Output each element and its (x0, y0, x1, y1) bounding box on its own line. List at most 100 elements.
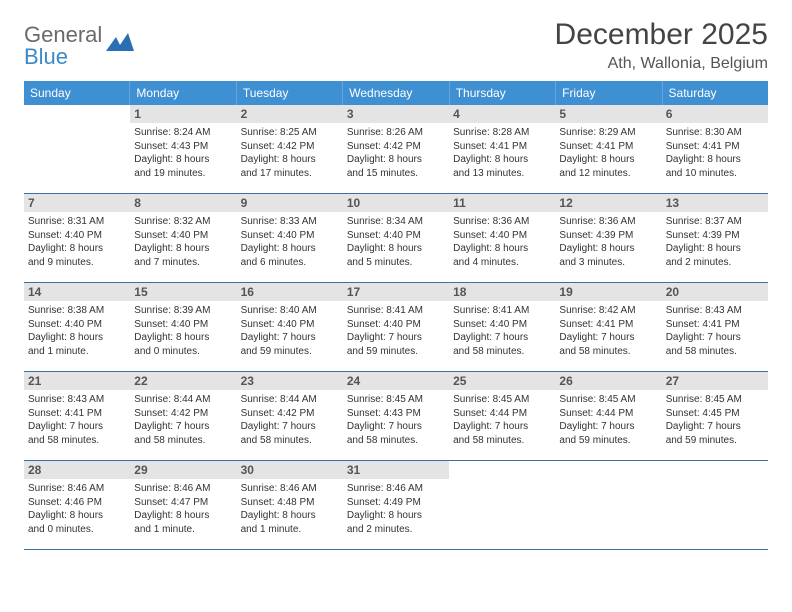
location-subtitle: Ath, Wallonia, Belgium (555, 55, 768, 73)
day-number: 18 (449, 283, 555, 301)
day-header: Friday (556, 81, 662, 105)
sunrise-line: Sunrise: 8:37 AM (666, 215, 764, 229)
day-cell: 15Sunrise: 8:39 AMSunset: 4:40 PMDayligh… (130, 283, 236, 371)
daylight-line2: and 59 minutes. (241, 345, 339, 359)
sunrise-line: Sunrise: 8:30 AM (666, 126, 764, 140)
day-number: 24 (343, 372, 449, 390)
logo: General Blue (24, 18, 134, 68)
daylight-line2: and 58 minutes. (453, 434, 551, 448)
day-number: 8 (130, 194, 236, 212)
daylight-line2: and 5 minutes. (347, 256, 445, 270)
sunset-line: Sunset: 4:40 PM (241, 318, 339, 332)
day-number: 31 (343, 461, 449, 479)
sunset-line: Sunset: 4:40 PM (347, 318, 445, 332)
day-cell: 27Sunrise: 8:45 AMSunset: 4:45 PMDayligh… (662, 372, 768, 460)
daylight-line2: and 0 minutes. (28, 523, 126, 537)
day-cell (662, 461, 768, 549)
daylight-line1: Daylight: 8 hours (134, 509, 232, 523)
daylight-line2: and 9 minutes. (28, 256, 126, 270)
daylight-line2: and 58 minutes. (347, 434, 445, 448)
day-number: 27 (662, 372, 768, 390)
day-number: 21 (24, 372, 130, 390)
sunrise-line: Sunrise: 8:29 AM (559, 126, 657, 140)
day-number: 13 (662, 194, 768, 212)
day-number: 4 (449, 105, 555, 123)
daylight-line2: and 0 minutes. (134, 345, 232, 359)
logo-wave-icon (106, 33, 134, 60)
day-cell: 21Sunrise: 8:43 AMSunset: 4:41 PMDayligh… (24, 372, 130, 460)
day-number: 15 (130, 283, 236, 301)
day-cell: 2Sunrise: 8:25 AMSunset: 4:42 PMDaylight… (237, 105, 343, 193)
day-cell: 11Sunrise: 8:36 AMSunset: 4:40 PMDayligh… (449, 194, 555, 282)
sunset-line: Sunset: 4:42 PM (241, 140, 339, 154)
sunrise-line: Sunrise: 8:45 AM (347, 393, 445, 407)
day-cell: 17Sunrise: 8:41 AMSunset: 4:40 PMDayligh… (343, 283, 449, 371)
day-cell: 29Sunrise: 8:46 AMSunset: 4:47 PMDayligh… (130, 461, 236, 549)
sunset-line: Sunset: 4:42 PM (241, 407, 339, 421)
day-number: 5 (555, 105, 661, 123)
sunset-line: Sunset: 4:40 PM (453, 318, 551, 332)
day-number: 16 (237, 283, 343, 301)
day-cell: 22Sunrise: 8:44 AMSunset: 4:42 PMDayligh… (130, 372, 236, 460)
sunrise-line: Sunrise: 8:45 AM (453, 393, 551, 407)
sunrise-line: Sunrise: 8:40 AM (241, 304, 339, 318)
daylight-line1: Daylight: 8 hours (347, 509, 445, 523)
daylight-line2: and 2 minutes. (666, 256, 764, 270)
day-cell: 1Sunrise: 8:24 AMSunset: 4:43 PMDaylight… (130, 105, 236, 193)
daylight-line1: Daylight: 8 hours (28, 242, 126, 256)
sunrise-line: Sunrise: 8:46 AM (241, 482, 339, 496)
day-cell: 16Sunrise: 8:40 AMSunset: 4:40 PMDayligh… (237, 283, 343, 371)
sunrise-line: Sunrise: 8:24 AM (134, 126, 232, 140)
daylight-line2: and 58 minutes. (134, 434, 232, 448)
week-row: 21Sunrise: 8:43 AMSunset: 4:41 PMDayligh… (24, 372, 768, 461)
day-number: 10 (343, 194, 449, 212)
daylight-line1: Daylight: 8 hours (453, 242, 551, 256)
daylight-line2: and 17 minutes. (241, 167, 339, 181)
daylight-line1: Daylight: 7 hours (241, 420, 339, 434)
day-cell: 10 Sunrise: 8:34 AMSunset: 4:40 PMDayligh… (343, 194, 449, 282)
day-cell: 6Sunrise: 8:30 AMSunset: 4:41 PMDaylight… (662, 105, 768, 193)
daylight-line2: and 3 minutes. (559, 256, 657, 270)
day-cell: 19Sunrise: 8:42 AMSunset: 4:41 PMDayligh… (555, 283, 661, 371)
logo-line2: Blue (24, 46, 102, 68)
sunset-line: Sunset: 4:48 PM (241, 496, 339, 510)
weeks-container: 1Sunrise: 8:24 AMSunset: 4:43 PMDaylight… (24, 105, 768, 550)
day-cell: 9Sunrise: 8:33 AMSunset: 4:40 PMDaylight… (237, 194, 343, 282)
daylight-line1: Daylight: 8 hours (347, 153, 445, 167)
day-number: 12 (555, 194, 661, 212)
day-number: 6 (662, 105, 768, 123)
sunset-line: Sunset: 4:49 PM (347, 496, 445, 510)
daylight-line1: Daylight: 7 hours (453, 331, 551, 345)
day-number: 14 (24, 283, 130, 301)
sunrise-line: Sunrise: 8:46 AM (28, 482, 126, 496)
daylight-line2: and 58 minutes. (241, 434, 339, 448)
sunset-line: Sunset: 4:42 PM (347, 140, 445, 154)
day-header: Wednesday (343, 81, 449, 105)
daylight-line1: Daylight: 8 hours (134, 153, 232, 167)
daylight-line2: and 58 minutes. (666, 345, 764, 359)
sunset-line: Sunset: 4:40 PM (241, 229, 339, 243)
daylight-line2: and 59 minutes. (347, 345, 445, 359)
sunset-line: Sunset: 4:40 PM (347, 229, 445, 243)
daylight-line1: Daylight: 8 hours (559, 242, 657, 256)
sunrise-line: Sunrise: 8:45 AM (666, 393, 764, 407)
daylight-line1: Daylight: 8 hours (347, 242, 445, 256)
sunset-line: Sunset: 4:39 PM (666, 229, 764, 243)
sunset-line: Sunset: 4:41 PM (559, 318, 657, 332)
day-cell (555, 461, 661, 549)
sunrise-line: Sunrise: 8:34 AM (347, 215, 445, 229)
day-header: Saturday (663, 81, 768, 105)
daylight-line1: Daylight: 8 hours (453, 153, 551, 167)
day-header: Thursday (450, 81, 556, 105)
sunrise-line: Sunrise: 8:41 AM (347, 304, 445, 318)
daylight-line1: Daylight: 7 hours (347, 420, 445, 434)
daylight-line2: and 1 minute. (134, 523, 232, 537)
daylight-line2: and 59 minutes. (666, 434, 764, 448)
day-header: Monday (130, 81, 236, 105)
calendar-grid: Sunday Monday Tuesday Wednesday Thursday… (24, 81, 768, 550)
week-row: 14Sunrise: 8:38 AMSunset: 4:40 PMDayligh… (24, 283, 768, 372)
daylight-line1: Daylight: 8 hours (134, 331, 232, 345)
sunrise-line: Sunrise: 8:42 AM (559, 304, 657, 318)
day-cell: 24Sunrise: 8:45 AMSunset: 4:43 PMDayligh… (343, 372, 449, 460)
sunrise-line: Sunrise: 8:32 AM (134, 215, 232, 229)
